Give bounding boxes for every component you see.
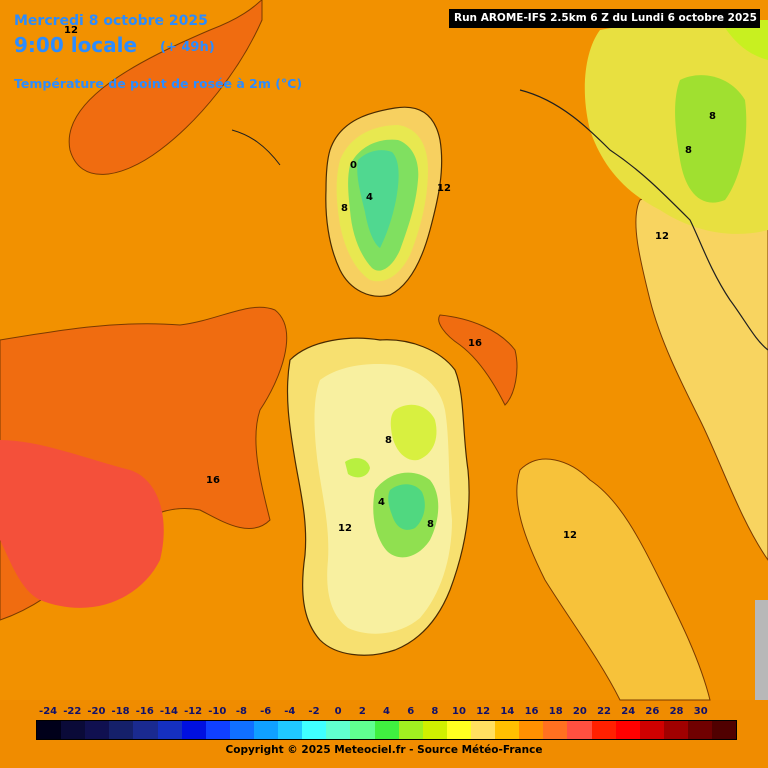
contour-label: 4: [366, 192, 373, 203]
legend-tick-label: 2: [358, 706, 366, 717]
legend-swatch: [374, 721, 399, 739]
contour-label: 8: [385, 435, 392, 446]
green-zone-northeast: [720, 20, 768, 60]
legend-swatch: [663, 721, 688, 739]
legend-swatch: [278, 721, 303, 739]
legend-tick-label: 12: [476, 706, 491, 717]
contour-label: 8: [341, 203, 348, 214]
legend-swatch: [543, 721, 568, 739]
legend-tick-label: -22: [63, 706, 82, 717]
legend-tick-label: 14: [500, 706, 515, 717]
italy-coastline: [519, 89, 768, 351]
legend-tick-label: 18: [548, 706, 563, 717]
legend-swatch: [687, 721, 713, 739]
legend-tick-label: -4: [284, 706, 296, 717]
sardinia-green-west: [345, 458, 370, 478]
sardinia-core: [388, 484, 425, 530]
contour-label: 12: [338, 523, 352, 534]
legend-tick-label: -14: [159, 706, 178, 717]
contour-label: 12: [563, 530, 577, 541]
legend-swatch: [205, 721, 230, 739]
legend-swatch: [229, 721, 254, 739]
elba-coastline: [231, 129, 281, 166]
contour-label: 8: [709, 111, 716, 122]
contour-label: 8: [427, 519, 434, 530]
legend-swatch: [85, 721, 110, 739]
cool-zone-east: [516, 458, 711, 701]
legend-swatch: [350, 721, 375, 739]
legend-tick-label: 8: [431, 706, 439, 717]
legend-swatch: [157, 721, 182, 739]
green-zone-tuscany: [675, 75, 747, 203]
color-scale-legend: -24 -22 -20 -18 -16 -14 -12 -10 -8 -6 -4 -2 0 2 4 6 8 10 1…: [0, 700, 768, 768]
legend-tick-label: -6: [260, 706, 272, 717]
legend-swatch: [109, 721, 134, 739]
forecast-local-time: 9:00 locale: [14, 33, 138, 57]
land-mask-edge: [755, 600, 768, 700]
legend-tick-label: 6: [407, 706, 415, 717]
legend-tick-label: -12: [184, 706, 203, 717]
legend-tick-label: 16: [524, 706, 539, 717]
legend-swatch: [470, 721, 496, 739]
legend-color-bar: [36, 720, 737, 740]
warm-zone-bonifacio: [438, 314, 518, 406]
legend-tick-label: -2: [308, 706, 320, 717]
legend-swatch: [302, 721, 327, 739]
legend-swatch: [253, 721, 279, 739]
legend-swatch: [615, 721, 640, 739]
legend-swatch: [422, 721, 447, 739]
contour-label: 8: [685, 145, 692, 156]
legend-swatch: [712, 721, 737, 739]
contour-label: 16: [206, 475, 220, 486]
legend-swatch: [181, 721, 206, 739]
legend-swatch: [37, 721, 62, 739]
legend-tick-label: 20: [572, 706, 587, 717]
legend-swatch: [133, 721, 158, 739]
hot-zone-west: [0, 440, 164, 608]
contour-label: 12: [655, 231, 669, 242]
sardinia-green-north: [390, 404, 437, 461]
legend-tick-label: 4: [383, 706, 390, 717]
legend-swatch: [446, 721, 471, 739]
legend-tick-label: -18: [111, 706, 130, 717]
legend-swatch: [639, 721, 664, 739]
legend-tick-label: 0: [334, 706, 342, 717]
legend-swatch: [61, 721, 86, 739]
legend-tick-label: -16: [135, 706, 154, 717]
warm-zone-north: [68, 0, 263, 175]
forecast-lead-time: (+ 49h): [160, 40, 215, 55]
copyright-text: Copyright © 2025 Meteociel.fr - Source M…: [225, 744, 543, 756]
legend-swatch: [495, 721, 520, 739]
legend-swatch: [591, 721, 616, 739]
legend-swatch: [398, 721, 423, 739]
contour-label: 4: [378, 497, 385, 508]
legend-tick-label: 28: [669, 706, 684, 717]
legend-tick-label: -8: [235, 706, 248, 717]
legend-ticks: -24 -22 -20 -18 -16 -14 -12 -10 -8 -6 -4 -2 0 2 4 6 8 10 1…: [24, 706, 744, 718]
forecast-date: Mercredi 8 octobre 2025: [14, 13, 208, 29]
legend-tick-label: -20: [87, 706, 106, 717]
contour-label: 0: [350, 160, 357, 171]
legend-tick-label: 10: [452, 706, 466, 717]
contour-label: 12: [64, 25, 78, 36]
legend-tick-label: 24: [621, 706, 636, 717]
legend-tick-label: 30: [693, 706, 708, 717]
legend-tick-label: 22: [597, 706, 612, 717]
legend-swatch: [519, 721, 544, 739]
corsica-core: [357, 150, 399, 248]
parameter-title: Température de point de rosée à 2m (°C): [14, 76, 303, 91]
model-run-banner: Run AROME-IFS 2.5km 6 Z du Lundi 6 octob…: [449, 9, 760, 28]
legend-tick-label: 26: [645, 706, 660, 717]
contour-label: 12: [437, 183, 451, 194]
legend-tick-label: -24: [39, 706, 58, 717]
legend-swatch: [567, 721, 592, 739]
contour-label: 16: [468, 338, 482, 349]
legend-swatch: [326, 721, 351, 739]
legend-tick-label: -10: [208, 706, 227, 717]
